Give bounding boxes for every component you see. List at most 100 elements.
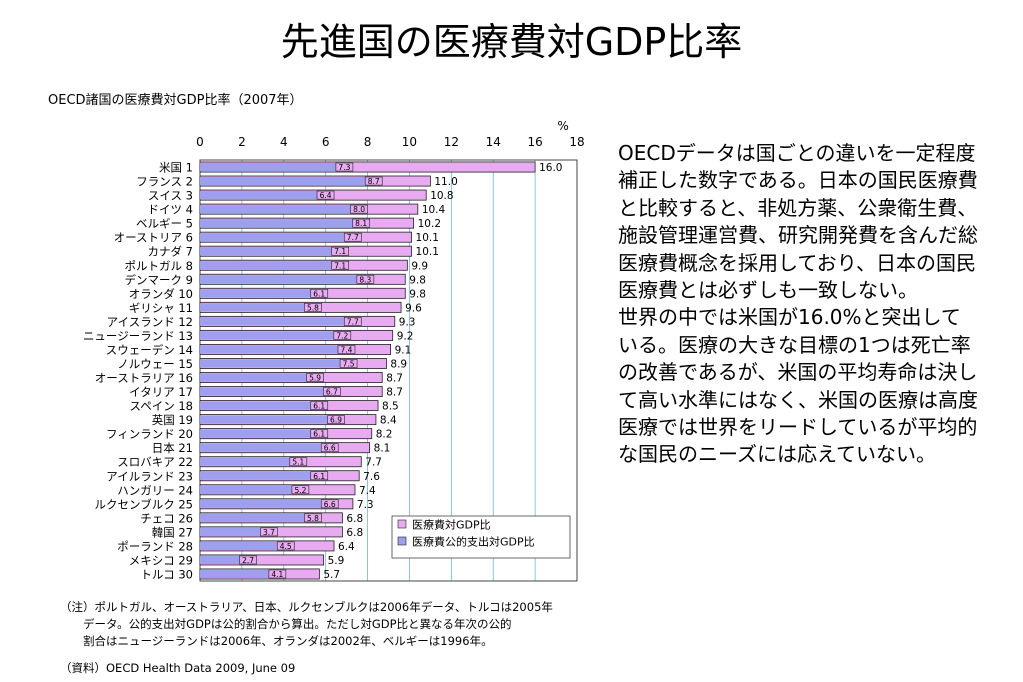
category-label: チェコ 26 <box>140 511 193 525</box>
category-label: 英国 19 <box>152 413 193 427</box>
legend-label: 医療費対GDP比 <box>412 518 491 532</box>
category-label: ニュージーランド 13 <box>83 329 193 343</box>
total-value-label: 5.7 <box>323 569 340 581</box>
public-value-box <box>289 457 308 467</box>
plot-frame <box>199 159 578 582</box>
total-value-label: 8.2 <box>376 429 393 441</box>
public-value-box <box>350 204 368 214</box>
public-value-label: 5.9 <box>309 374 321 383</box>
bar-public <box>200 261 349 270</box>
category-label: スイス 3 <box>148 189 193 203</box>
bar-public <box>200 471 328 480</box>
bar-public <box>200 345 355 354</box>
public-value-label: 6.6 <box>324 500 336 509</box>
bar-public <box>200 289 328 298</box>
grid-layer <box>199 159 578 582</box>
public-value-box <box>343 232 362 242</box>
public-value-label: 5.1 <box>292 458 304 467</box>
public-value-label: 6.7 <box>326 388 338 397</box>
total-value-label: 8.1 <box>374 443 391 455</box>
public-value-box <box>316 190 335 200</box>
bar-public <box>200 176 383 186</box>
public-value-label: 6.1 <box>313 289 325 298</box>
x-tick-label: 14 <box>486 135 501 149</box>
total-value-label: 10.1 <box>416 232 439 244</box>
category-label: アイルランド 23 <box>106 469 193 483</box>
legend-swatch <box>397 519 407 529</box>
public-value-box <box>331 260 350 270</box>
public-value-box <box>343 317 362 326</box>
category-label: トルコ 30 <box>140 567 193 581</box>
category-label: ノルウェー 15 <box>117 357 193 371</box>
public-value-label: 5.8 <box>307 514 319 523</box>
bar-public <box>200 387 341 396</box>
public-value-label: 6.1 <box>313 402 325 411</box>
public-value-box <box>335 162 354 172</box>
total-value-label: 7.4 <box>359 485 376 497</box>
public-value-label: 7.1 <box>334 261 346 270</box>
x-tick-label: 4 <box>280 135 288 149</box>
category-label: 韓国 27 <box>152 525 193 539</box>
total-value-label: 8.9 <box>390 358 407 370</box>
public-value-label: 6.1 <box>313 472 325 481</box>
total-value-label: 8.5 <box>382 401 399 413</box>
category-label: ハンガリー 24 <box>117 483 193 497</box>
public-value-label: 6.9 <box>330 416 342 425</box>
total-value-label: 10.2 <box>418 218 441 230</box>
page-title: 先進国の医療費対GDP比率 <box>280 20 743 64</box>
total-value-label: 10.1 <box>416 246 439 258</box>
total-value-label: 7.6 <box>363 471 380 483</box>
public-value-label: 7.7 <box>347 233 359 242</box>
category-label: オーストリア 6 <box>114 231 193 245</box>
bar-public <box>200 233 362 242</box>
x-tick-label: 16 <box>527 135 542 149</box>
category-label: スペイン 18 <box>130 399 193 413</box>
public-value-label: 8.7 <box>368 177 380 186</box>
public-value-box <box>304 302 322 312</box>
public-value-box <box>337 345 356 354</box>
public-value-label: 6.4 <box>320 191 332 200</box>
legend-swatch <box>397 536 407 546</box>
category-label: スウェーデン 14 <box>106 343 193 357</box>
category-label: フランス 2 <box>136 175 193 189</box>
total-value-label: 10.4 <box>422 204 446 216</box>
public-value-label: 7.4 <box>341 345 353 354</box>
total-value-label: 6.8 <box>346 513 363 525</box>
total-value-label: 9.9 <box>411 260 428 272</box>
category-label: カナダ 7 <box>148 245 193 259</box>
total-value-label: 7.7 <box>365 457 382 469</box>
public-value-box <box>239 555 257 565</box>
public-value-label: 4.5 <box>280 542 292 551</box>
total-value-label: 5.9 <box>328 555 345 567</box>
public-value-box <box>352 218 370 228</box>
total-value-label: 9.8 <box>409 288 426 300</box>
total-value-label: 10.8 <box>430 190 453 202</box>
bar-public <box>200 191 335 200</box>
category-label: ドイツ 4 <box>148 203 193 217</box>
public-value-box <box>320 443 339 453</box>
public-value-box <box>331 246 350 256</box>
public-value-box <box>310 471 329 481</box>
category-label: ギリシャ 11 <box>129 301 193 315</box>
total-value-label: 8.4 <box>380 415 397 427</box>
x-tick-label: 12 <box>444 135 459 149</box>
public-value-box <box>320 499 339 509</box>
x-tick-label: 0 <box>196 135 204 149</box>
total-value-label: 9.2 <box>397 330 414 342</box>
total-value-label: 8.7 <box>386 387 403 399</box>
bar-public <box>200 513 322 522</box>
public-value-label: 7.1 <box>334 247 346 256</box>
bar-public <box>200 303 322 312</box>
category-label: スロバキア 22 <box>117 455 193 469</box>
category-label: ルクセンブルク 25 <box>95 497 193 511</box>
source-note: （資料）OECD Health Data 2009, June 09 <box>60 661 296 675</box>
total-value-label: 8.7 <box>386 373 403 385</box>
x-tick-label: 2 <box>238 135 246 149</box>
bar-public <box>200 569 286 579</box>
bar-public <box>200 317 362 326</box>
x-tick-label: 10 <box>402 135 417 149</box>
bar-public <box>200 359 358 368</box>
public-value-label: 6.6 <box>324 444 336 453</box>
bar-public <box>200 555 257 565</box>
bar-public <box>200 373 324 382</box>
